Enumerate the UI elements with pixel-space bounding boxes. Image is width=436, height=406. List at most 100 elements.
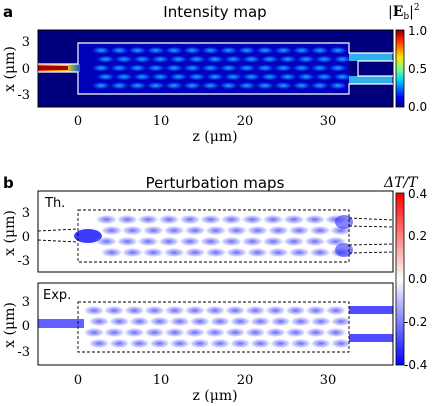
perturbation-blob-exp: [83, 327, 106, 338]
panel-a-letter: a: [3, 3, 13, 21]
subplot-exp-label: Exp.: [43, 288, 71, 303]
perturbation-blob-exp: [208, 316, 232, 327]
intensity-blob: [309, 81, 330, 90]
perturbation-heatmap-exp: [38, 283, 393, 365]
perturbation-blob-exp: [269, 338, 292, 349]
intensity-blob: [150, 55, 171, 64]
perturbation-blob-exp: [143, 327, 166, 338]
perturbation-blob-exp: [224, 327, 247, 338]
intensity-blob: [291, 64, 312, 72]
perturbation-blob-th: [246, 247, 269, 258]
th-input-spot: [74, 229, 102, 243]
perturbation-blob-exp: [168, 338, 191, 349]
x-tick-a-10: 10: [153, 114, 170, 129]
colorbar-b-tick-04: 0.4: [408, 187, 427, 201]
perturbation-blob-exp: [269, 316, 292, 327]
perturbation-blob-exp: [188, 338, 211, 349]
perturbation-blob-exp: [229, 338, 252, 349]
intensity-blob: [182, 46, 203, 55]
perturbation-blob-exp: [249, 316, 272, 327]
perturbation-blob-th: [287, 247, 311, 258]
perturbation-blob-exp: [244, 327, 267, 338]
perturbation-blob-th: [204, 225, 228, 236]
intensity-blob: [277, 55, 298, 64]
y-tick-exp-0: 0: [22, 319, 30, 334]
axes-a-ticks: 3 0 -3 x (μm) 0 10 20 30 z (μm): [2, 35, 336, 145]
intensity-blob: [150, 72, 171, 81]
intensity-blob: [259, 55, 280, 64]
intensity-blob: [132, 72, 153, 81]
exp-output-beam-top: [349, 306, 393, 314]
input-beam-core: [38, 66, 68, 70]
perturbation-blob-exp: [208, 338, 232, 349]
interference-blobs-exp: [83, 305, 353, 349]
intensity-blob: [186, 72, 207, 81]
exp-input-beam: [38, 319, 84, 328]
intensity-blob: [259, 72, 280, 81]
axes-th-frame: [37, 190, 394, 273]
intensity-blob: [91, 81, 112, 90]
colorbar-b-tick-02: 0.2: [408, 229, 427, 243]
intensity-blob: [127, 81, 148, 90]
perturbation-blob-exp: [224, 305, 247, 316]
perturbation-blob-th: [246, 225, 269, 236]
perturbation-blob-th: [199, 236, 223, 247]
intensity-blob: [164, 46, 184, 55]
perturbation-blob-th: [162, 247, 186, 258]
interference-blobs-a: [91, 46, 353, 90]
y-tick-th-minus3: -3: [17, 254, 30, 269]
perturbation-blob-exp: [309, 316, 332, 327]
perturbation-blob-th: [94, 236, 118, 247]
perturbation-blob-th: [225, 247, 249, 258]
colorbar-a-label: |Eb|2: [388, 3, 420, 22]
intensity-blob: [273, 81, 294, 90]
exp-output-beam-bottom: [349, 334, 393, 342]
colorbar-a-tick-1: 1.0: [408, 24, 427, 38]
perturbation-blob-th: [100, 247, 124, 258]
colorbar-b-tick-minus04: -0.4: [404, 358, 427, 372]
perturbation-blob-th: [183, 247, 207, 258]
intensity-blob: [91, 64, 112, 72]
perturbation-blob-exp: [103, 327, 126, 338]
intensity-blob: [241, 55, 262, 64]
intensity-blob: [127, 46, 148, 55]
intensity-blob: [164, 64, 184, 72]
intensity-blob: [273, 46, 294, 55]
perturbation-blob-exp: [203, 327, 227, 338]
perturbation-blob-exp: [324, 327, 347, 338]
perturbation-blob-exp: [324, 305, 347, 316]
colorbar-a: |Eb|2 1.0 0.5 0.0: [388, 3, 427, 114]
colorbar-a-gradient: [395, 29, 405, 108]
perturbation-blob-th: [141, 225, 165, 236]
th-output-spot-bottom: [335, 243, 353, 257]
intensity-blob: [91, 46, 112, 55]
intensity-blob: [145, 64, 166, 72]
intensity-blob: [241, 72, 262, 81]
intensity-blob: [182, 81, 203, 90]
perturbation-blob-exp: [203, 305, 227, 316]
perturbation-blob-exp: [304, 305, 327, 316]
intensity-blob: [218, 81, 239, 90]
intensity-blob: [296, 72, 316, 81]
intensity-blob: [109, 64, 130, 72]
colorbar-b: ΔT/T 0.4 0.2 0.0 -0.2 -0.4: [383, 175, 427, 372]
intensity-blob: [200, 81, 221, 90]
perturbation-blob-th: [157, 214, 181, 225]
perturbation-blob-exp: [108, 316, 131, 327]
colorbar-b-gradient: [395, 192, 405, 366]
perturbation-blob-th: [136, 214, 160, 225]
colorbar-a-tick-05: 0.5: [408, 62, 427, 76]
perturbation-blob-exp: [163, 305, 186, 316]
x-tick-a-30: 30: [320, 114, 337, 129]
intensity-blob: [109, 46, 130, 55]
perturbation-blob-th: [136, 236, 160, 247]
y-axis-label-exp: x (μm): [2, 302, 18, 348]
intensity-blob: [327, 64, 348, 72]
x-tick-a-0: 0: [74, 114, 82, 129]
perturbation-blob-exp: [289, 338, 312, 349]
x-tick-b-10: 10: [153, 373, 170, 388]
perturbation-blob-th: [121, 247, 144, 258]
perturbation-blob-th: [115, 214, 139, 225]
perturbation-blob-exp: [88, 316, 111, 327]
perturbation-blob-exp: [249, 338, 272, 349]
